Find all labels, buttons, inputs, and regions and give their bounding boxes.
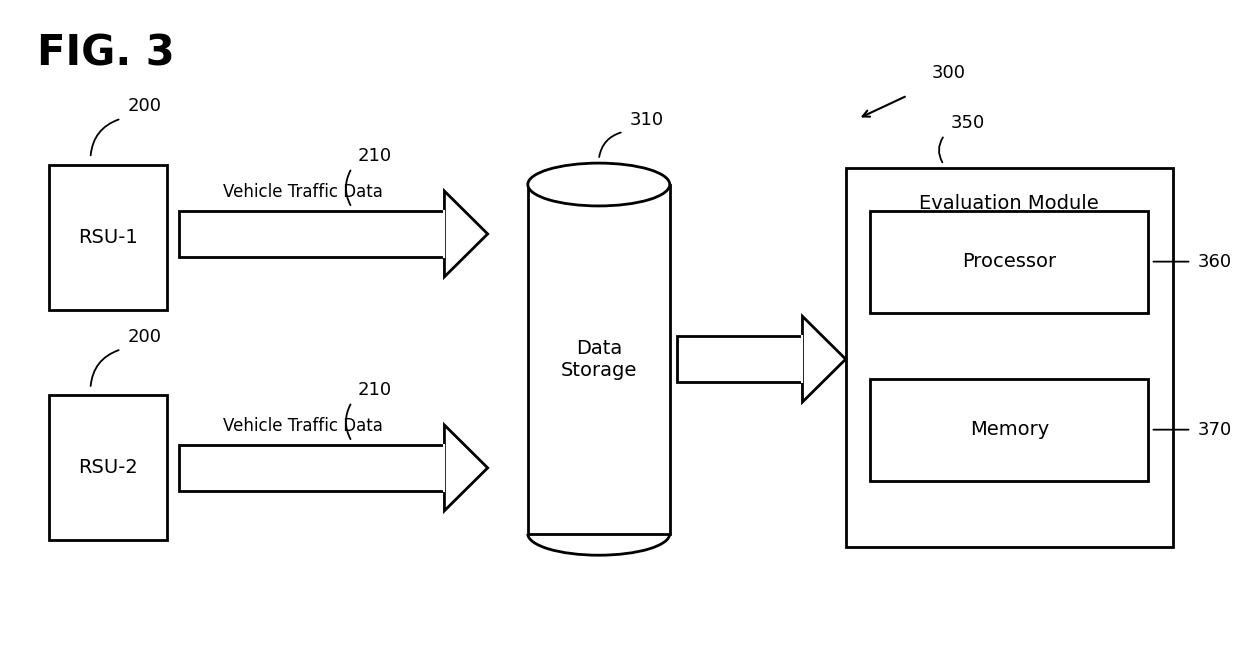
Bar: [677, 336, 802, 382]
Text: RSU-2: RSU-2: [78, 459, 138, 477]
Text: 210: 210: [358, 147, 392, 165]
Bar: [50, 165, 166, 310]
Text: 310: 310: [630, 111, 663, 129]
Polygon shape: [444, 191, 487, 277]
Text: 360: 360: [1198, 252, 1231, 271]
Bar: [846, 168, 1173, 547]
Polygon shape: [802, 316, 846, 402]
Text: 200: 200: [128, 328, 161, 346]
Text: Vehicle Traffic Data: Vehicle Traffic Data: [222, 183, 382, 201]
Bar: [528, 185, 670, 534]
Text: FIG. 3: FIG. 3: [37, 33, 175, 75]
Bar: [870, 379, 1148, 481]
Text: Memory: Memory: [970, 420, 1049, 440]
Text: Data
Storage: Data Storage: [560, 339, 637, 380]
Bar: [870, 211, 1148, 313]
Text: 200: 200: [128, 98, 161, 115]
Text: 210: 210: [358, 381, 392, 399]
Text: RSU-1: RSU-1: [78, 228, 138, 246]
Text: Processor: Processor: [962, 252, 1056, 272]
Text: Vehicle Traffic Data: Vehicle Traffic Data: [222, 417, 382, 435]
Text: 300: 300: [932, 65, 966, 82]
Text: 370: 370: [1198, 420, 1231, 439]
Bar: [179, 445, 444, 491]
Text: 350: 350: [951, 114, 985, 132]
Bar: [50, 395, 166, 540]
Ellipse shape: [528, 163, 670, 206]
Bar: [179, 211, 444, 257]
Polygon shape: [444, 425, 487, 511]
Text: Evaluation Module: Evaluation Module: [919, 194, 1099, 214]
